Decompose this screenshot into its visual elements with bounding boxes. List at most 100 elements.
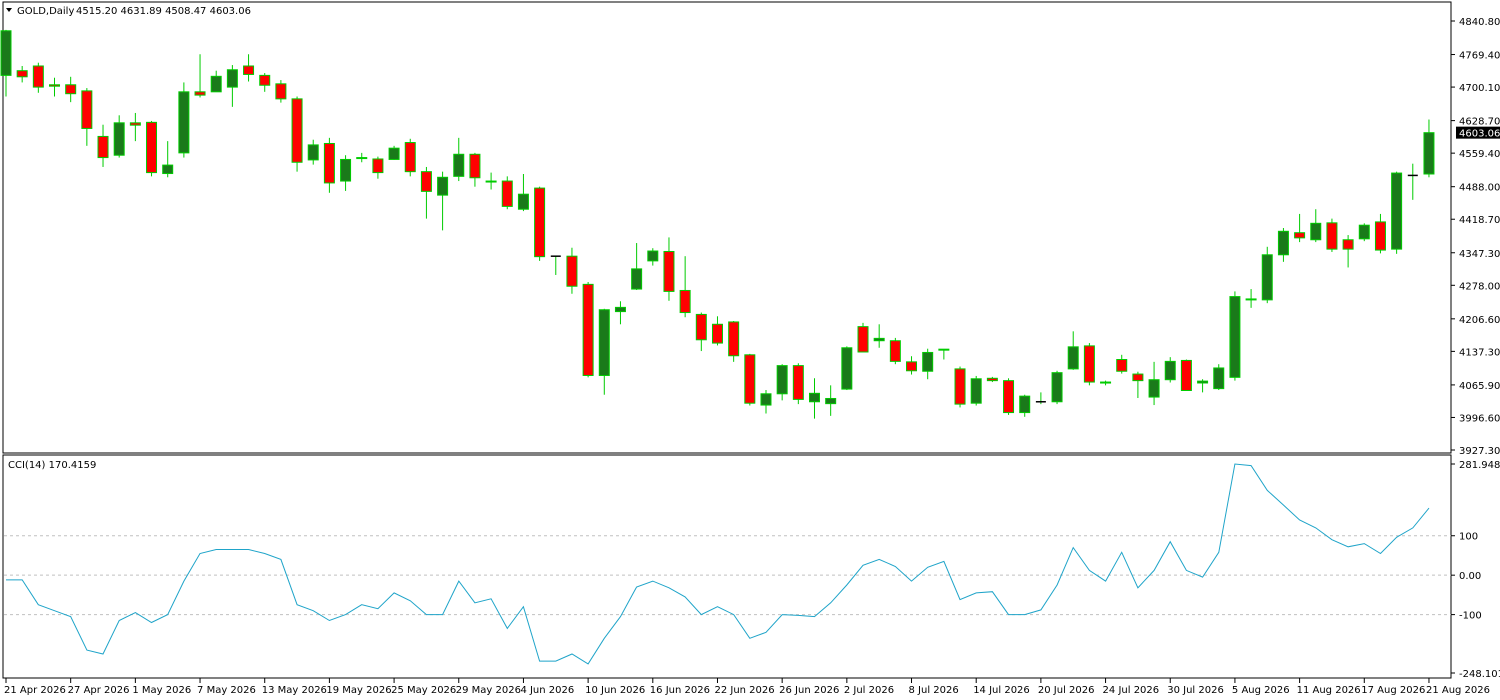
bear-candle-body [97, 135, 109, 159]
candle [1261, 246, 1273, 304]
bear-candle-body [1003, 380, 1015, 414]
candle [954, 366, 966, 408]
candle [32, 62, 44, 93]
bull-candle-body [517, 193, 529, 210]
price-tick-label: 4700.10 [1459, 83, 1500, 94]
candle [372, 156, 384, 179]
bear-candle-body [194, 91, 206, 96]
bear-candle-body [81, 90, 93, 129]
time-tick-label: 21 Apr 2026 [4, 685, 66, 696]
candle [1180, 359, 1192, 391]
bear-candle-body [695, 313, 707, 341]
candle [1083, 343, 1095, 386]
bear-candle-body [711, 323, 723, 344]
bear-candle-body [954, 368, 966, 405]
candle [582, 282, 594, 378]
cci-tick-label: -248.1017 [1459, 669, 1500, 680]
time-tick-label: 17 Aug 2026 [1361, 685, 1425, 696]
time-tick-label: 11 Aug 2026 [1297, 685, 1361, 696]
candle [1423, 119, 1435, 178]
bear-candle-body [1342, 239, 1354, 250]
candle [760, 390, 772, 414]
cci-title: CCI(14) 170.4159 [8, 460, 96, 471]
candle [146, 120, 158, 177]
bull-candle-body [388, 147, 400, 160]
candle [1003, 378, 1015, 415]
bear-candle-body [1294, 232, 1306, 239]
candle [259, 73, 271, 92]
candle [1148, 361, 1160, 406]
cci-axis: 281.9488 100 0.00 -100 -248.1017 [1451, 460, 1500, 680]
bull-candle-body [1277, 230, 1289, 256]
candle [663, 237, 675, 301]
candle [970, 375, 982, 406]
bear-candle-body [1100, 381, 1112, 384]
price-tick-label: 4347.30 [1459, 249, 1500, 260]
bull-candle-body [1391, 172, 1403, 250]
bull-candle-body [841, 347, 853, 390]
cci-tick-label: 281.9488 [1459, 460, 1500, 471]
time-axis: 21 Apr 2026 27 Apr 2026 1 May 2026 7 May 20… [4, 678, 1490, 696]
candle [437, 171, 449, 231]
bear-candle-body [1116, 359, 1128, 372]
price-tick-label: 3996.60 [1459, 413, 1500, 424]
bear-candle-body [1083, 345, 1095, 383]
time-tick-label: 27 Apr 2026 [68, 685, 130, 696]
candle [598, 308, 610, 395]
candle [728, 320, 740, 362]
candle [517, 174, 529, 212]
candle [695, 312, 707, 352]
cci-panel[interactable]: 281.9488 100 0.00 -100 -248.1017 CCI(14) 170… [2, 454, 1500, 680]
bear-candle-body [259, 74, 271, 86]
bull-candle-body [1358, 224, 1370, 240]
candle [356, 152, 368, 163]
chart-header: GOLD,Daily 4515.20 4631.89 4508.47 4603.… [6, 6, 251, 17]
candle [243, 54, 255, 82]
triangle-down-icon[interactable] [6, 8, 12, 12]
price-tick-label: 4559.40 [1459, 149, 1500, 160]
bull-candle-body [873, 337, 885, 342]
candle [631, 243, 643, 290]
candle [1067, 331, 1079, 370]
bear-candle-body [938, 348, 950, 351]
bear-candle-body [291, 98, 303, 163]
candle [210, 70, 222, 93]
candle [1245, 289, 1257, 308]
bear-candle-body [1374, 221, 1386, 251]
candle [614, 301, 626, 325]
candle [1213, 364, 1225, 391]
symbol-label: GOLD,Daily [17, 6, 74, 17]
bear-candle-body [679, 289, 691, 314]
candle [1035, 392, 1046, 405]
bear-candle-body [16, 70, 28, 78]
candle [1229, 291, 1241, 381]
bear-candle-body [49, 84, 61, 87]
cci-levels [4, 535, 1451, 616]
candle [938, 348, 950, 360]
candle [307, 139, 319, 165]
price-tick-label: 4065.90 [1459, 381, 1500, 392]
time-tick-label: 10 Jun 2026 [585, 685, 645, 696]
candle [986, 376, 998, 383]
bull-candle-body [0, 30, 12, 76]
last-price-tag [1456, 126, 1500, 139]
candle [857, 322, 869, 353]
candle [1164, 357, 1176, 383]
bear-candle-body [1245, 298, 1257, 301]
bull-candle-body [1229, 296, 1241, 378]
price-panel[interactable]: 4840.80 4769.40 4700.10 4628.70 4559.40 4488.… [0, 1, 1500, 457]
price-tick-label: 4137.30 [1459, 347, 1500, 358]
time-tick-label: 26 Jun 2026 [779, 685, 839, 696]
cci-line [6, 463, 1430, 665]
time-tick-label: 7 May 2026 [197, 685, 256, 696]
candle [1391, 171, 1403, 254]
bear-candle-body [485, 180, 497, 183]
bull-candle-body [970, 378, 982, 404]
bear-candle-body [986, 377, 998, 382]
bull-candle-body [226, 69, 238, 88]
price-axis: 4840.80 4769.40 4700.10 4628.70 4559.40 4488.… [1451, 17, 1500, 457]
candle [647, 248, 659, 266]
time-tick-label: 5 Aug 2026 [1232, 685, 1290, 696]
candle [340, 155, 352, 191]
